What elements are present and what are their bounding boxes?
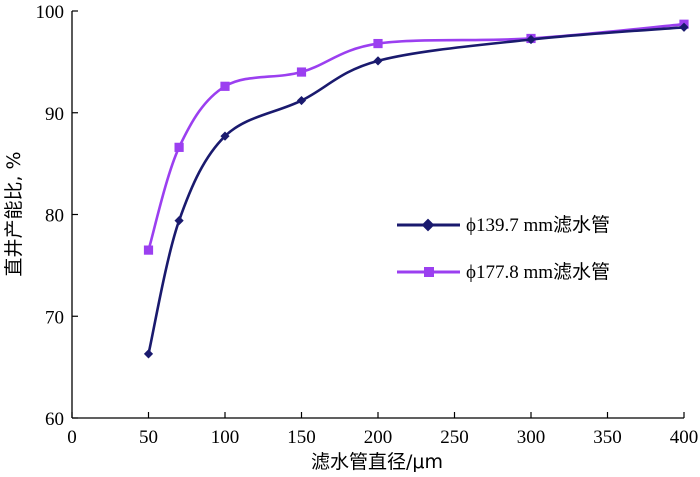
series-line-1 (147, 25, 685, 355)
data-point-series-2 (296, 67, 307, 77)
x-axis-title: 滤水管直径/μm (311, 451, 443, 473)
x-axis-ticks: 0 50 100 150 200 250 300 350 400 (67, 412, 698, 448)
x-tick-label: 200 (364, 427, 393, 448)
data-point-series-2 (143, 245, 154, 255)
legend-marker-series-1 (421, 218, 435, 232)
x-tick-label: 400 (670, 427, 699, 448)
y-tick-label: 70 (45, 307, 64, 328)
x-tick-label: 150 (287, 427, 316, 448)
y-axis-title: 直井产能比, % (3, 151, 25, 276)
y-axis-ticks: 60 70 80 90 100 (36, 2, 78, 430)
x-tick-label: 100 (211, 427, 240, 448)
y-tick-label: 60 (45, 409, 64, 430)
series-layer (143, 19, 689, 359)
legend: ϕ139.7 mm滤水管 ϕ177.8 mm滤水管 (397, 214, 610, 283)
y-tick-label: 90 (45, 104, 64, 125)
data-point-series-2 (220, 81, 230, 91)
data-point-series-1 (526, 34, 536, 45)
x-tick-label: 0 (67, 427, 77, 448)
data-point-series-1 (679, 22, 689, 32)
legend-marker-series-2 (424, 267, 434, 277)
data-point-series-2 (174, 142, 184, 152)
data-point-series-1 (174, 216, 184, 226)
data-point-series-1 (143, 349, 154, 359)
data-point-series-1 (296, 95, 307, 106)
data-point-series-1 (220, 131, 230, 141)
data-point-series-1 (373, 56, 383, 66)
legend-label-series-1: ϕ139.7 mm滤水管 (466, 214, 610, 236)
x-tick-label: 50 (139, 427, 158, 448)
x-tick-label: 250 (440, 427, 469, 448)
x-tick-label: 300 (517, 427, 546, 448)
legend-label-series-2: ϕ177.8 mm滤水管 (466, 261, 610, 283)
x-tick-label: 350 (593, 427, 622, 448)
data-point-series-2 (373, 38, 383, 49)
y-tick-label: 80 (45, 206, 64, 227)
y-tick-label: 100 (36, 2, 65, 23)
